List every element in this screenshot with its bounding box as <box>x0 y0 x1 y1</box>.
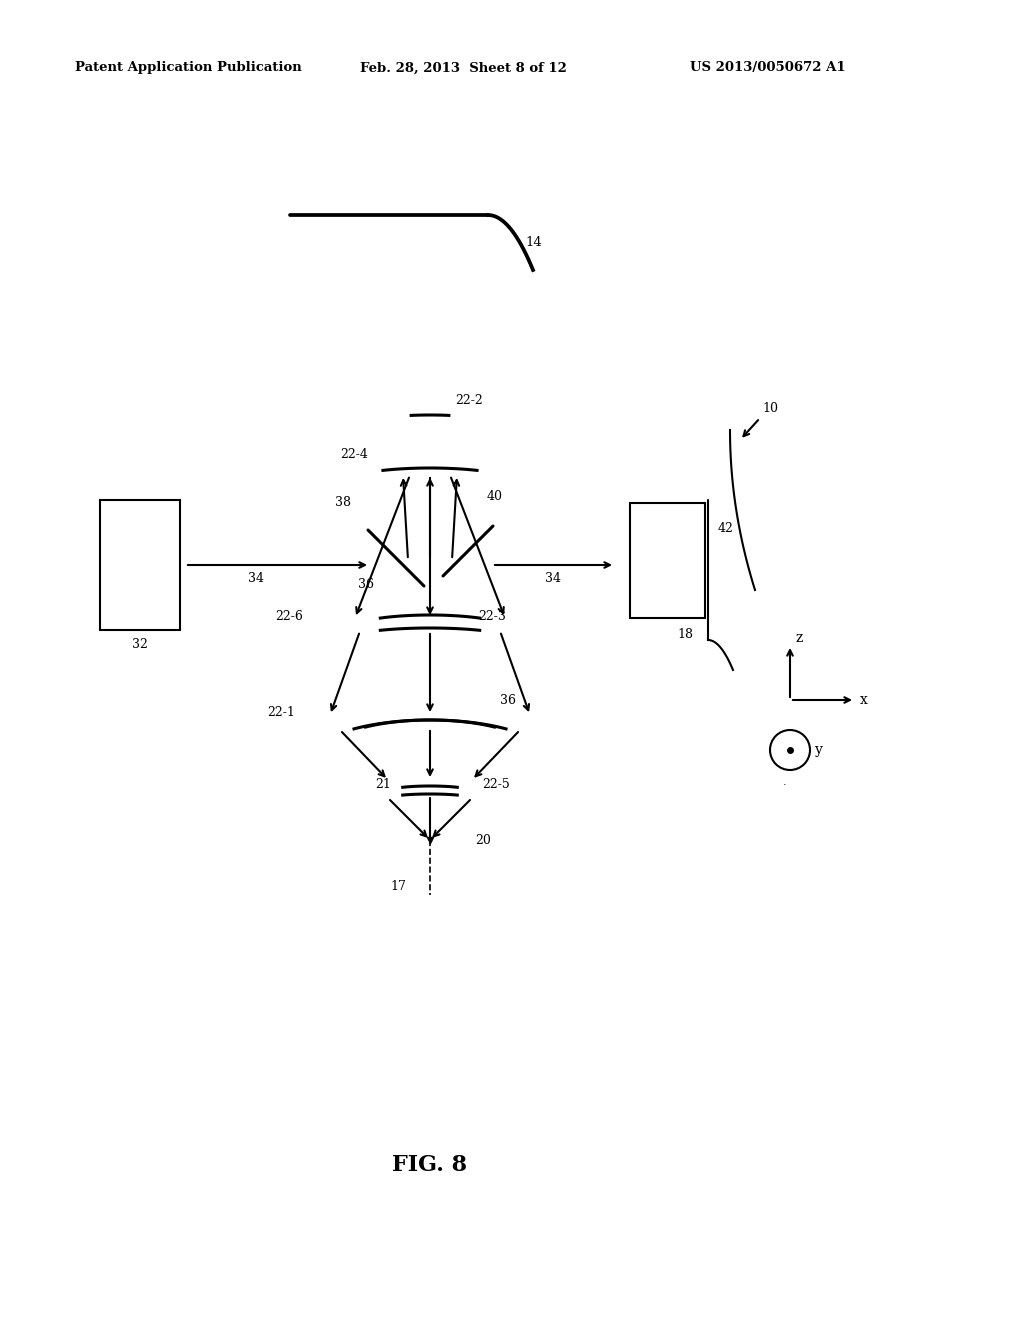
Text: 17: 17 <box>390 879 406 892</box>
Text: 22-6: 22-6 <box>275 610 303 623</box>
Text: 34: 34 <box>545 572 561 585</box>
Bar <box>630 503 705 618</box>
Text: 20: 20 <box>475 833 490 846</box>
Text: y: y <box>815 743 823 756</box>
Text: 34: 34 <box>248 572 264 585</box>
Text: 22-1: 22-1 <box>267 705 295 718</box>
Text: Feb. 28, 2013  Sheet 8 of 12: Feb. 28, 2013 Sheet 8 of 12 <box>360 62 567 74</box>
Text: 36: 36 <box>358 578 374 591</box>
Text: 22-2: 22-2 <box>455 393 482 407</box>
Text: 32: 32 <box>132 639 147 652</box>
Text: .: . <box>783 777 786 787</box>
Text: 38: 38 <box>335 496 351 510</box>
Text: 22-4: 22-4 <box>340 449 368 462</box>
Text: 10: 10 <box>762 401 778 414</box>
Text: 36: 36 <box>500 693 516 706</box>
Text: 21: 21 <box>375 779 391 792</box>
Text: 14: 14 <box>525 235 542 248</box>
Text: 40: 40 <box>487 491 503 503</box>
Text: Patent Application Publication: Patent Application Publication <box>75 62 302 74</box>
Bar <box>100 500 180 630</box>
Text: z: z <box>795 631 802 645</box>
Text: FIG. 8: FIG. 8 <box>392 1154 468 1176</box>
Text: 42: 42 <box>718 521 734 535</box>
Text: 18: 18 <box>677 628 693 642</box>
Text: US 2013/0050672 A1: US 2013/0050672 A1 <box>690 62 846 74</box>
Text: 22-3: 22-3 <box>478 610 506 623</box>
Text: 22-5: 22-5 <box>482 779 510 792</box>
Text: x: x <box>860 693 868 708</box>
